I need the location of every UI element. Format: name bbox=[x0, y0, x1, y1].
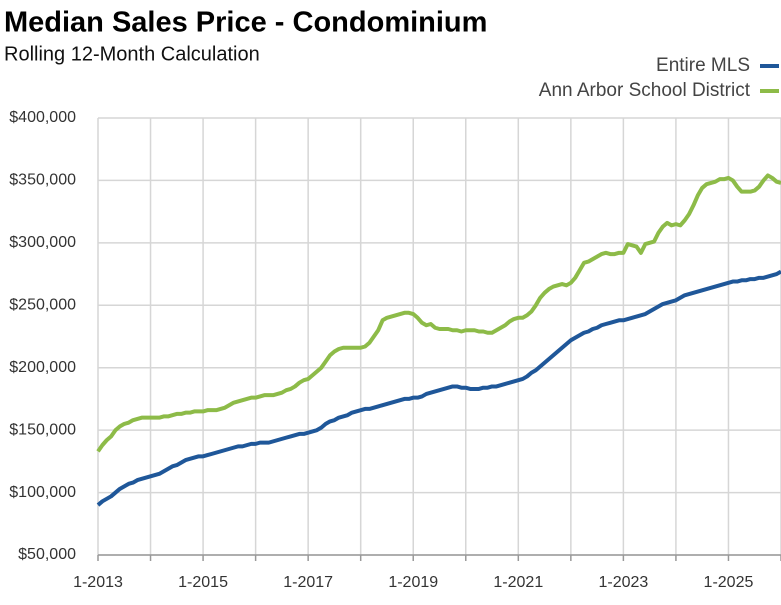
legend-label: Entire MLS bbox=[656, 55, 750, 76]
legend-label: Ann Arbor School District bbox=[539, 80, 751, 101]
y-tick-label: $50,000 bbox=[18, 546, 76, 563]
x-tick-label: 1-2015 bbox=[178, 574, 228, 591]
y-tick-label: $150,000 bbox=[9, 421, 76, 438]
series-line bbox=[96, 173, 781, 453]
y-tick-label: $350,000 bbox=[9, 172, 76, 189]
y-tick-label: $400,000 bbox=[9, 109, 76, 126]
x-tick-label: 1-2019 bbox=[388, 574, 438, 591]
y-tick-label: $250,000 bbox=[9, 297, 76, 314]
y-tick-label: $100,000 bbox=[9, 484, 76, 501]
chart-subtitle: Rolling 12-Month Calculation bbox=[4, 43, 260, 65]
series-line bbox=[96, 269, 781, 507]
x-tick-label: 1-2021 bbox=[493, 574, 543, 591]
x-tick-label: 1-2025 bbox=[704, 574, 754, 591]
y-tick-label: $200,000 bbox=[9, 359, 76, 376]
x-tick-label: 1-2013 bbox=[73, 574, 123, 591]
chart-title: Median Sales Price - Condominium bbox=[4, 7, 487, 39]
x-tick-label: 1-2017 bbox=[283, 574, 333, 591]
y-tick-label: $300,000 bbox=[9, 234, 76, 251]
x-tick-label: 1-2023 bbox=[598, 574, 648, 591]
